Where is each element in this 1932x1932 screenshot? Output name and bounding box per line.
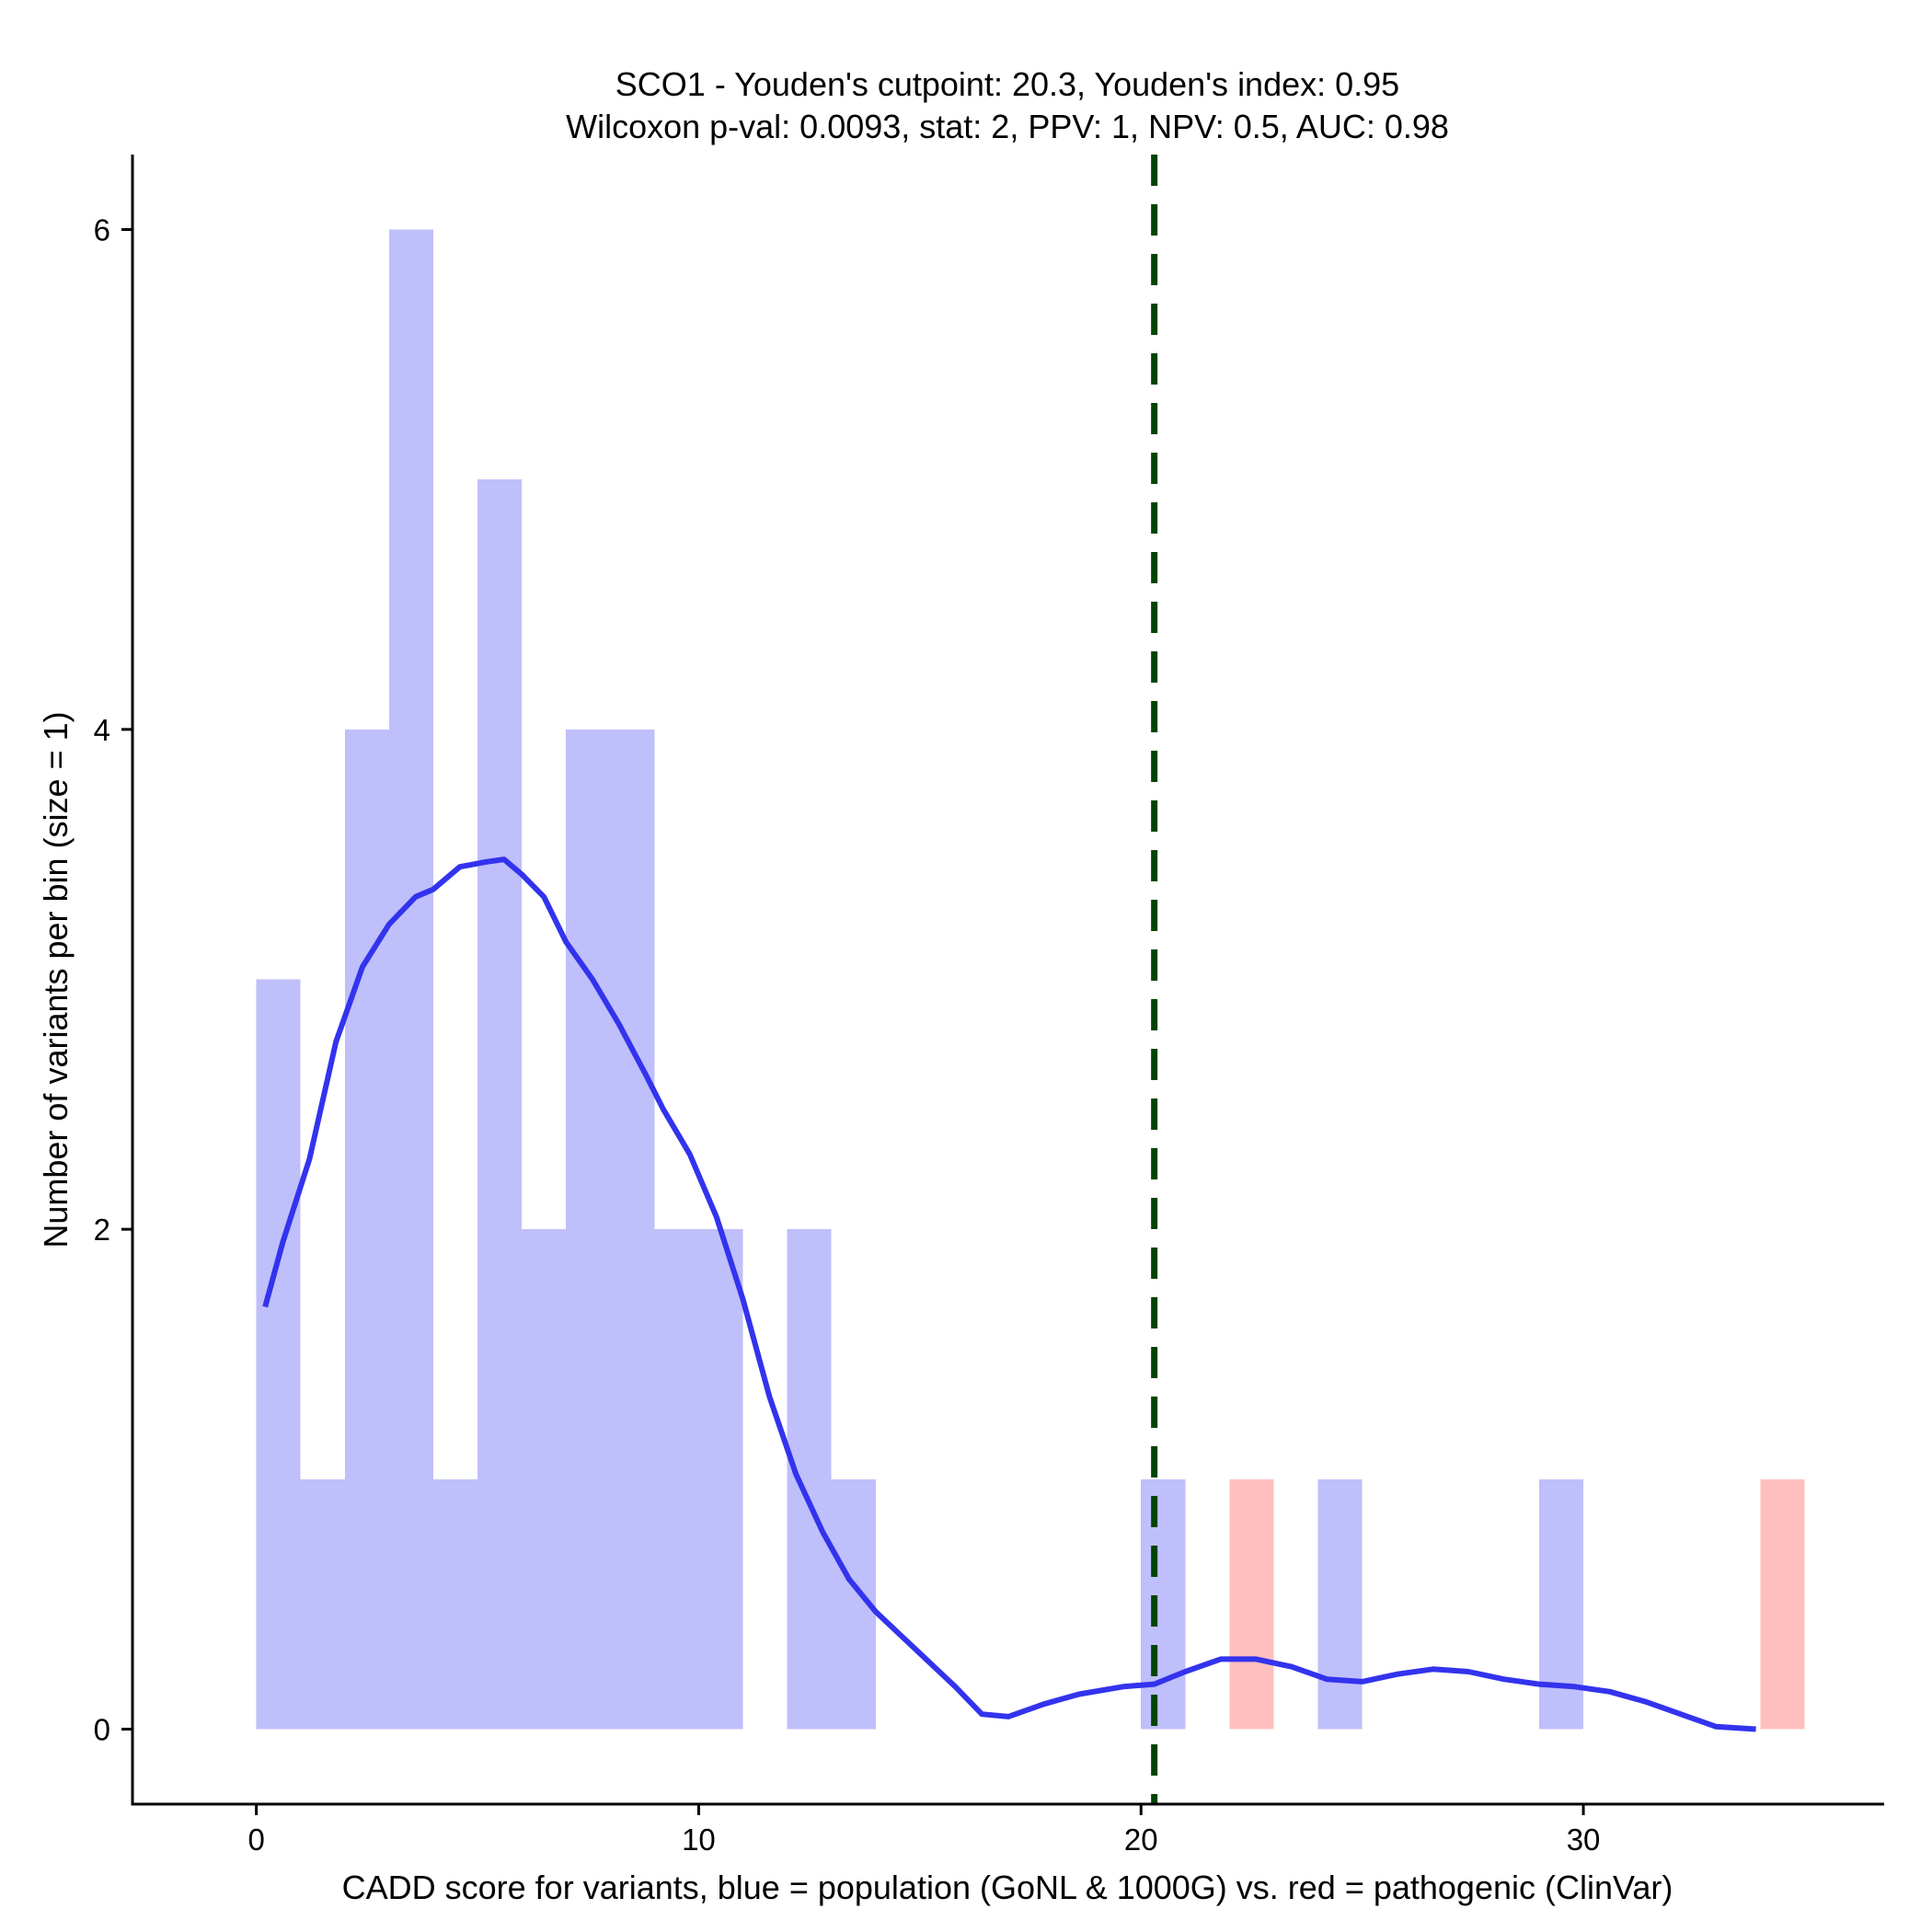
population-bar <box>388 229 433 1730</box>
population-bar <box>566 729 611 1730</box>
y-tick-label: 6 <box>94 213 110 247</box>
population-bar <box>1141 1478 1186 1730</box>
population-bar <box>477 479 523 1730</box>
population-bar <box>1538 1478 1584 1730</box>
y-tick-label: 0 <box>94 1713 110 1747</box>
y-tick-label: 4 <box>94 713 110 747</box>
axes <box>131 155 1884 1806</box>
chart-title-line-2: Wilcoxon p-val: 0.0093, stat: 2, PPV: 1,… <box>566 108 1449 145</box>
x-tick-label: 30 <box>1567 1823 1601 1857</box>
x-tick-label: 10 <box>682 1823 716 1857</box>
population-bar <box>698 1229 743 1730</box>
chart-title-line-1: SCO1 - Youden's cutpoint: 20.3, Youden's… <box>615 65 1399 103</box>
pathogenic-bar <box>1760 1478 1805 1730</box>
pathogenic-bar <box>1229 1478 1274 1730</box>
y-axis-ticks: 0 2 4 6 <box>94 213 132 1747</box>
population-bar <box>1317 1478 1363 1730</box>
population-bar <box>432 1478 478 1730</box>
population-bar <box>344 729 389 1730</box>
density-curve <box>262 857 1756 1732</box>
chart-title: SCO1 - Youden's cutpoint: 20.3, Youden's… <box>566 65 1449 145</box>
x-axis-ticks: 0 10 20 30 <box>247 1804 1600 1857</box>
density-curve-group <box>262 857 1756 1732</box>
x-tick-label: 20 <box>1124 1823 1158 1857</box>
y-axis-label: Number of variants per bin (size = 1) <box>37 711 75 1248</box>
x-axis-label: CADD score for variants, blue = populati… <box>342 1869 1673 1906</box>
histogram-bars <box>256 229 1805 1730</box>
population-bar <box>787 1229 832 1730</box>
y-tick-label: 2 <box>94 1213 110 1247</box>
x-tick-label: 0 <box>247 1823 264 1857</box>
population-bar <box>522 1229 567 1730</box>
population-bar <box>256 979 301 1730</box>
population-bar <box>300 1478 345 1730</box>
population-bar <box>610 729 655 1730</box>
population-bar <box>654 1229 699 1730</box>
